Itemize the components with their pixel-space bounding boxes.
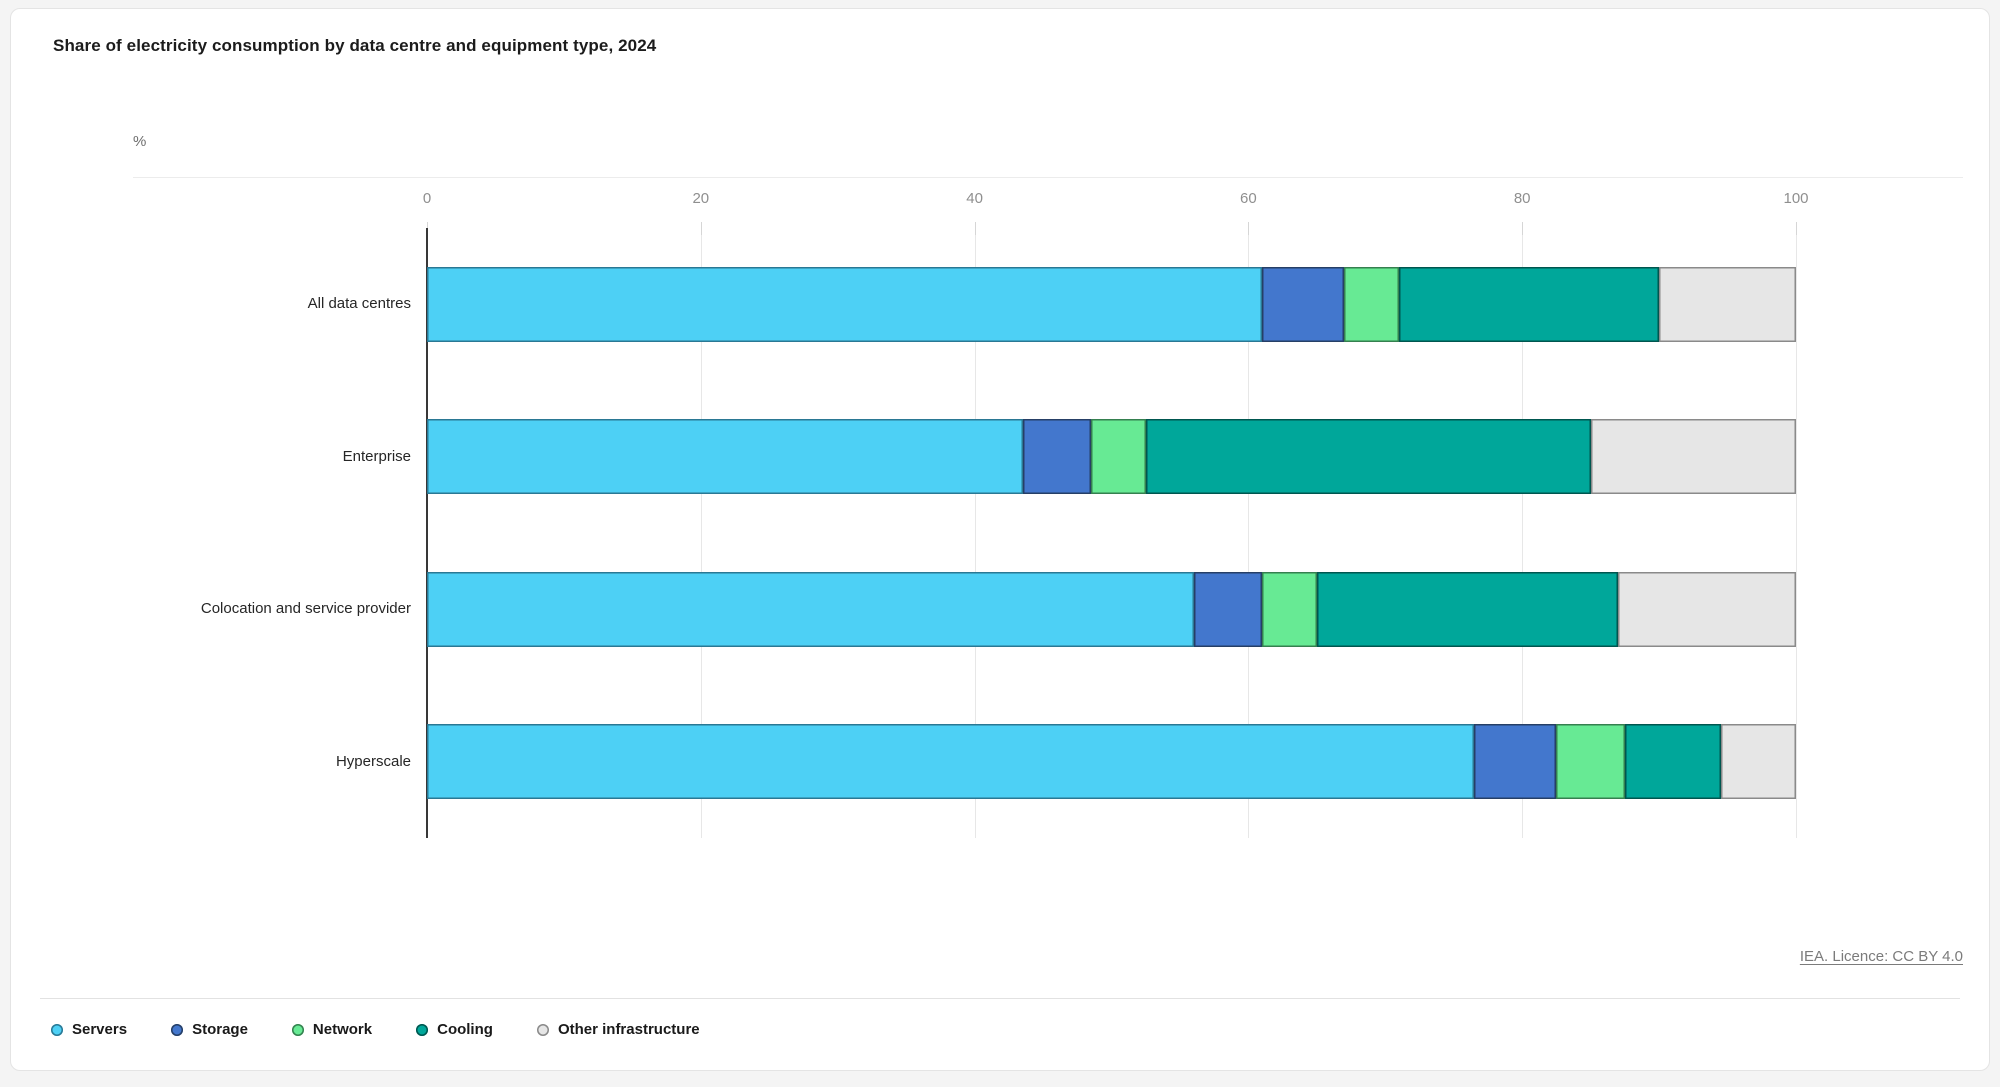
bar-segment-other-infrastructure[interactable] — [1618, 571, 1796, 647]
bar-segment-other-infrastructure[interactable] — [1659, 266, 1796, 342]
bar-segment-cooling[interactable] — [1398, 266, 1660, 342]
bar-segment-other-infrastructure[interactable] — [1590, 419, 1796, 495]
legend-item-label: Servers — [72, 1021, 128, 1038]
category-label-all-data-centres: All data centres — [307, 295, 411, 313]
iea-licence-link[interactable]: IEA. Licence: CC BY 4.0 — [1799, 948, 1963, 965]
x-gridline — [1522, 228, 1524, 838]
bar-segment-other-infrastructure[interactable] — [1720, 724, 1796, 800]
x-tick-label: 40 — [966, 190, 983, 207]
x-gridline — [700, 228, 702, 838]
x-gridline — [974, 228, 976, 838]
category-label-enterprise: Enterprise — [342, 447, 411, 465]
legend-item-storage[interactable]: Storage — [171, 1021, 248, 1038]
bar-segment-cooling[interactable] — [1316, 571, 1619, 647]
bar-segment-servers[interactable] — [427, 419, 1023, 495]
x-tick-mark — [1796, 222, 1797, 235]
x-tick-label: 100 — [1783, 190, 1809, 207]
footer-divider — [40, 998, 1960, 999]
bar-segment-storage[interactable] — [1022, 419, 1091, 495]
bar-segment-storage[interactable] — [1193, 571, 1263, 647]
bar-segment-servers[interactable] — [427, 266, 1263, 342]
category-label-hyperscale: Hyperscale — [335, 752, 411, 770]
bar-segment-network[interactable] — [1090, 419, 1146, 495]
bar-segment-network[interactable] — [1556, 724, 1625, 800]
x-tick-mark — [974, 222, 976, 235]
legend-item-label: Cooling — [437, 1021, 493, 1038]
legend-item-network[interactable]: Network — [291, 1021, 373, 1038]
bar-segment-network[interactable] — [1344, 266, 1399, 342]
x-tick-mark — [1248, 222, 1250, 235]
legend-item-label: Other infrastructure — [557, 1021, 700, 1038]
cooling-legend-marker-icon — [416, 1023, 429, 1036]
other-infrastructure-legend-marker-icon — [536, 1023, 549, 1036]
chart-legend: Servers Storage Network Cooling Other infras… — [51, 1021, 700, 1038]
category-label-colocation-and-service-provider: Colocation and service provider — [200, 600, 411, 618]
legend-item-cooling[interactable]: Cooling — [416, 1021, 493, 1038]
bar-segment-network[interactable] — [1262, 571, 1317, 647]
x-tick-mark — [700, 222, 702, 235]
category-axis-line — [426, 228, 428, 838]
x-tick-label: 20 — [692, 190, 710, 207]
servers-legend-marker-icon — [51, 1023, 63, 1036]
x-tick-label: 60 — [1240, 190, 1257, 207]
x-tick-label: 0 — [422, 190, 432, 207]
legend-item-label: Storage — [192, 1021, 248, 1038]
x-tick-label: 80 — [1513, 190, 1531, 207]
x-tick-mark — [1522, 222, 1524, 235]
x-gridline — [1796, 228, 1797, 838]
bar-segment-cooling[interactable] — [1624, 724, 1721, 800]
legend-item-label: Network — [312, 1021, 373, 1038]
network-legend-marker-icon — [291, 1023, 304, 1036]
legend-item-servers[interactable]: Servers — [51, 1021, 127, 1038]
storage-legend-marker-icon — [171, 1023, 184, 1036]
chart-card — [10, 8, 1990, 1071]
bar-segment-cooling[interactable] — [1145, 419, 1591, 495]
source-attribution: IEA. Licence: CC BY 4.0 — [1800, 948, 1963, 965]
x-gridline — [1248, 228, 1250, 838]
chart-top-border — [133, 177, 1963, 178]
bar-segment-storage[interactable] — [1474, 724, 1557, 800]
bar-segment-servers[interactable] — [427, 571, 1194, 647]
legend-item-other-infrastructure[interactable]: Other infrastructure — [536, 1021, 700, 1038]
chart-title: Share of electricity consumption by data… — [53, 36, 657, 55]
bar-segment-servers[interactable] — [427, 724, 1475, 800]
axis-unit-label: % — [133, 133, 147, 150]
bar-segment-storage[interactable] — [1262, 266, 1345, 342]
